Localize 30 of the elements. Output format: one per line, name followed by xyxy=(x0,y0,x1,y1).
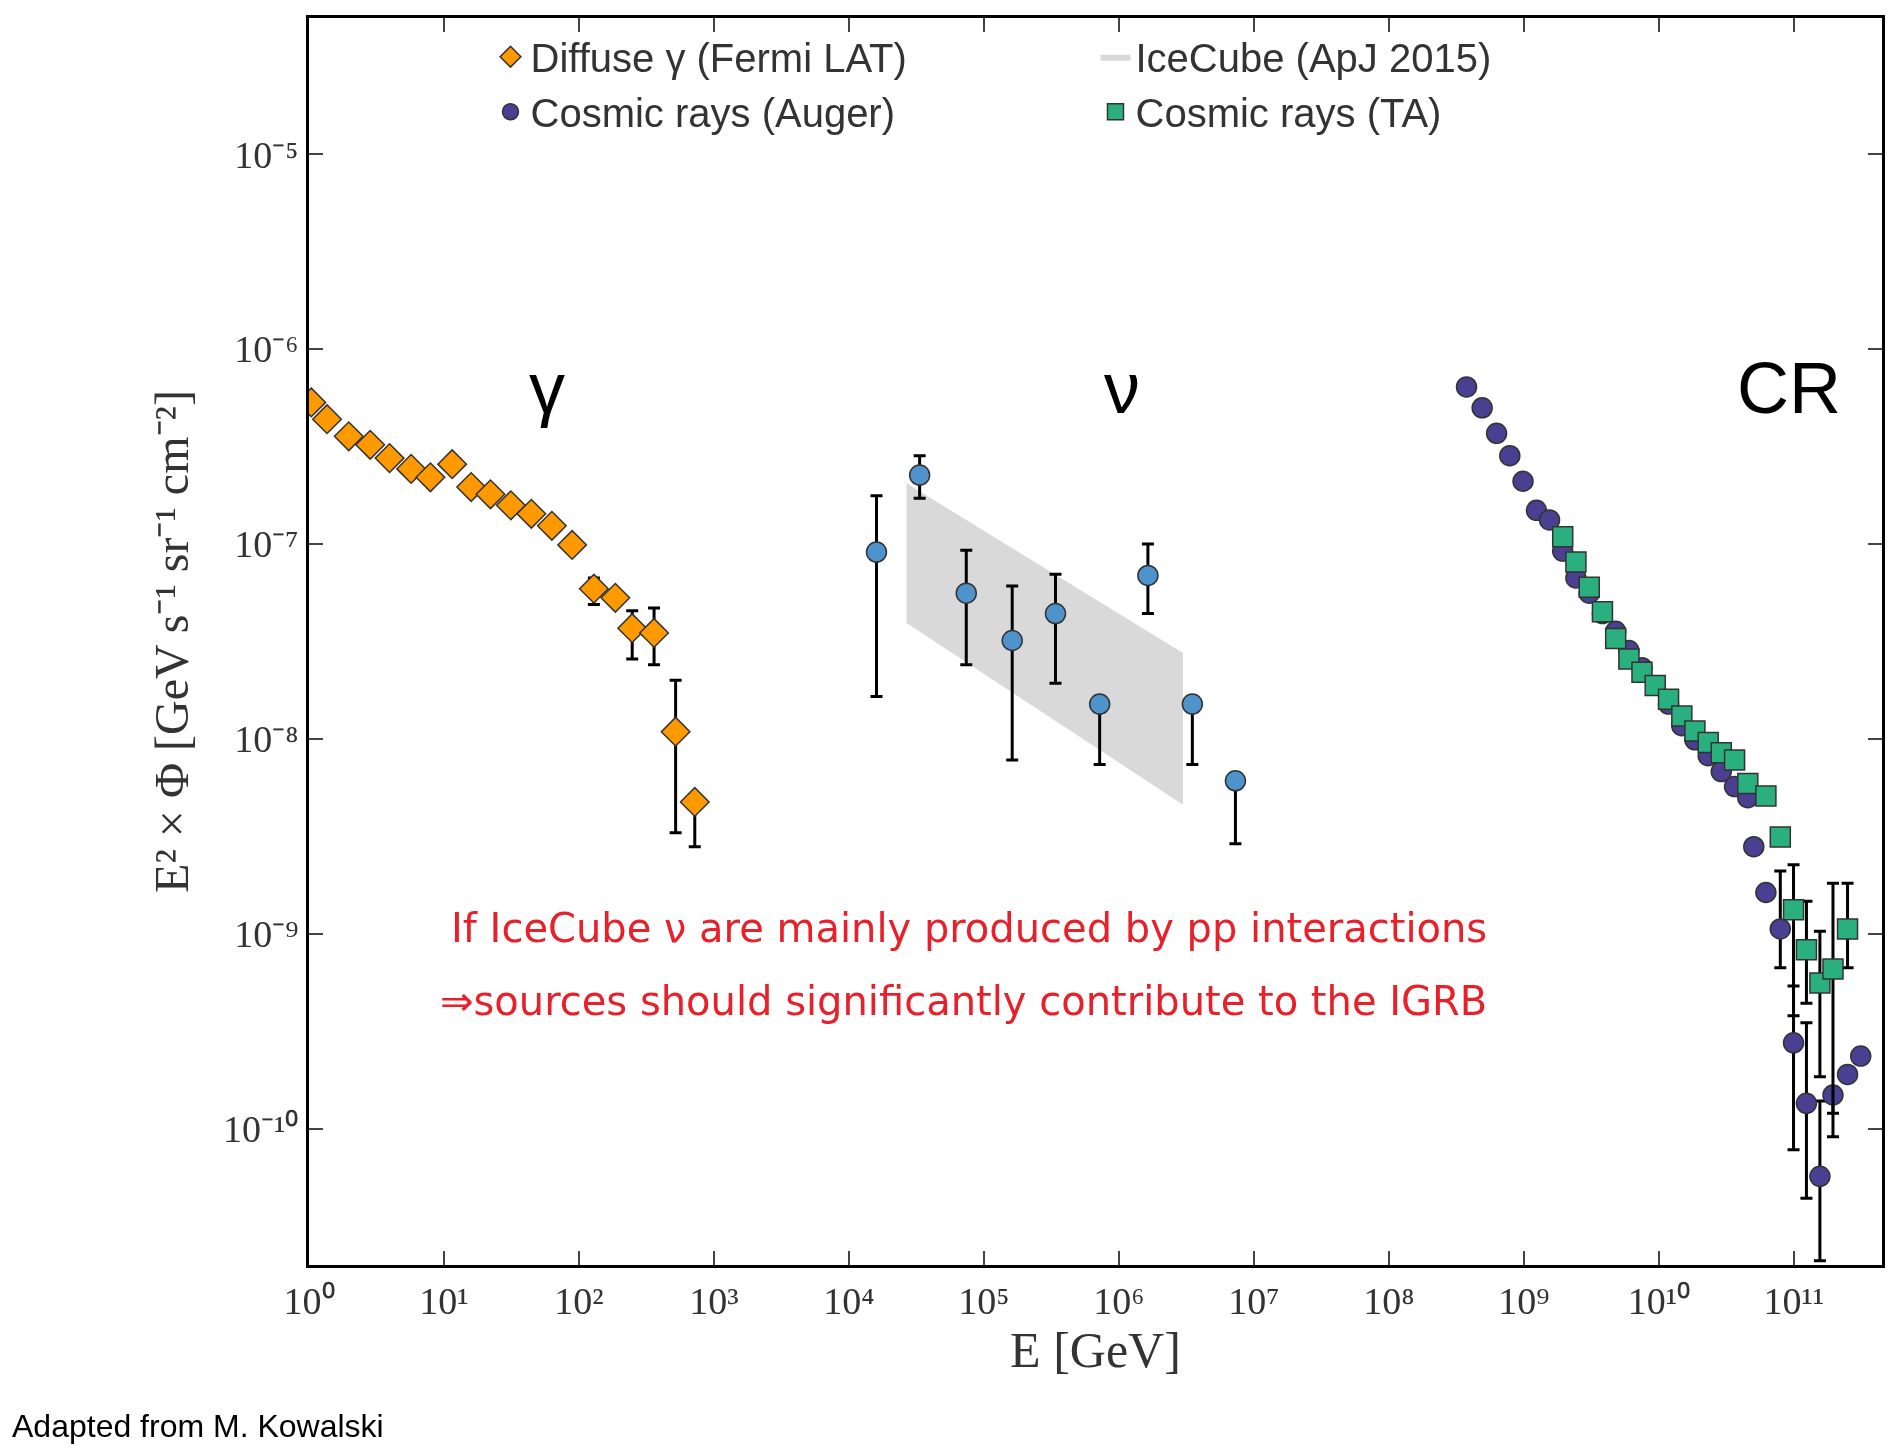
x-axis-title: E [GeV] xyxy=(1010,1321,1181,1378)
x-tick-label: 10⁷ xyxy=(1228,1279,1280,1322)
annotation: CR xyxy=(1737,348,1841,428)
legend-label: Cosmic rays (Auger) xyxy=(530,91,896,136)
text: Adapted from M. Kowalski xyxy=(12,1408,384,1444)
x-tick-label: 10⁹ xyxy=(1498,1279,1550,1322)
x-tick-label: 10¹¹ xyxy=(1763,1279,1825,1322)
y-tick-label: 10⁻¹⁰ xyxy=(222,1108,299,1151)
legend-label: Diffuse γ (Fermi LAT) xyxy=(530,36,907,81)
annotation: γ xyxy=(529,348,565,428)
x-tick-label: 10⁶ xyxy=(1093,1279,1145,1322)
x-tick-label: 10⁸ xyxy=(1363,1279,1415,1322)
y-tick-label: 10⁻⁶ xyxy=(234,328,299,371)
x-tick-label: 10¹ xyxy=(419,1279,469,1322)
x-tick-label: 10⁵ xyxy=(958,1279,1010,1322)
y-tick-label: 10⁻⁵ xyxy=(234,133,299,176)
x-tick-label: 10⁰ xyxy=(283,1279,335,1322)
y-tick-label: 10⁻⁸ xyxy=(234,718,299,761)
y-axis-title: E² × Φ [GeV s⁻¹ sr⁻¹ cm⁻²] xyxy=(144,390,198,893)
y-tick-label: 10⁻⁷ xyxy=(234,523,299,566)
annotation: If IceCube ν are mainly produced by pp interactions xyxy=(451,905,1488,951)
legend-label: Cosmic rays (TA) xyxy=(1135,91,1442,136)
x-tick-label: 10² xyxy=(554,1279,604,1322)
annotation: ν xyxy=(1104,348,1140,428)
y-tick-label: 10⁻⁹ xyxy=(234,913,299,956)
legend-label: IceCube (ApJ 2015) xyxy=(1135,36,1492,81)
annotation: ⇒sources should significantly contribute to the IGRB xyxy=(440,978,1488,1024)
x-tick-label: 10¹⁰ xyxy=(1627,1279,1691,1322)
x-tick-label: 10³ xyxy=(689,1279,739,1322)
x-tick-label: 10⁴ xyxy=(823,1279,875,1322)
